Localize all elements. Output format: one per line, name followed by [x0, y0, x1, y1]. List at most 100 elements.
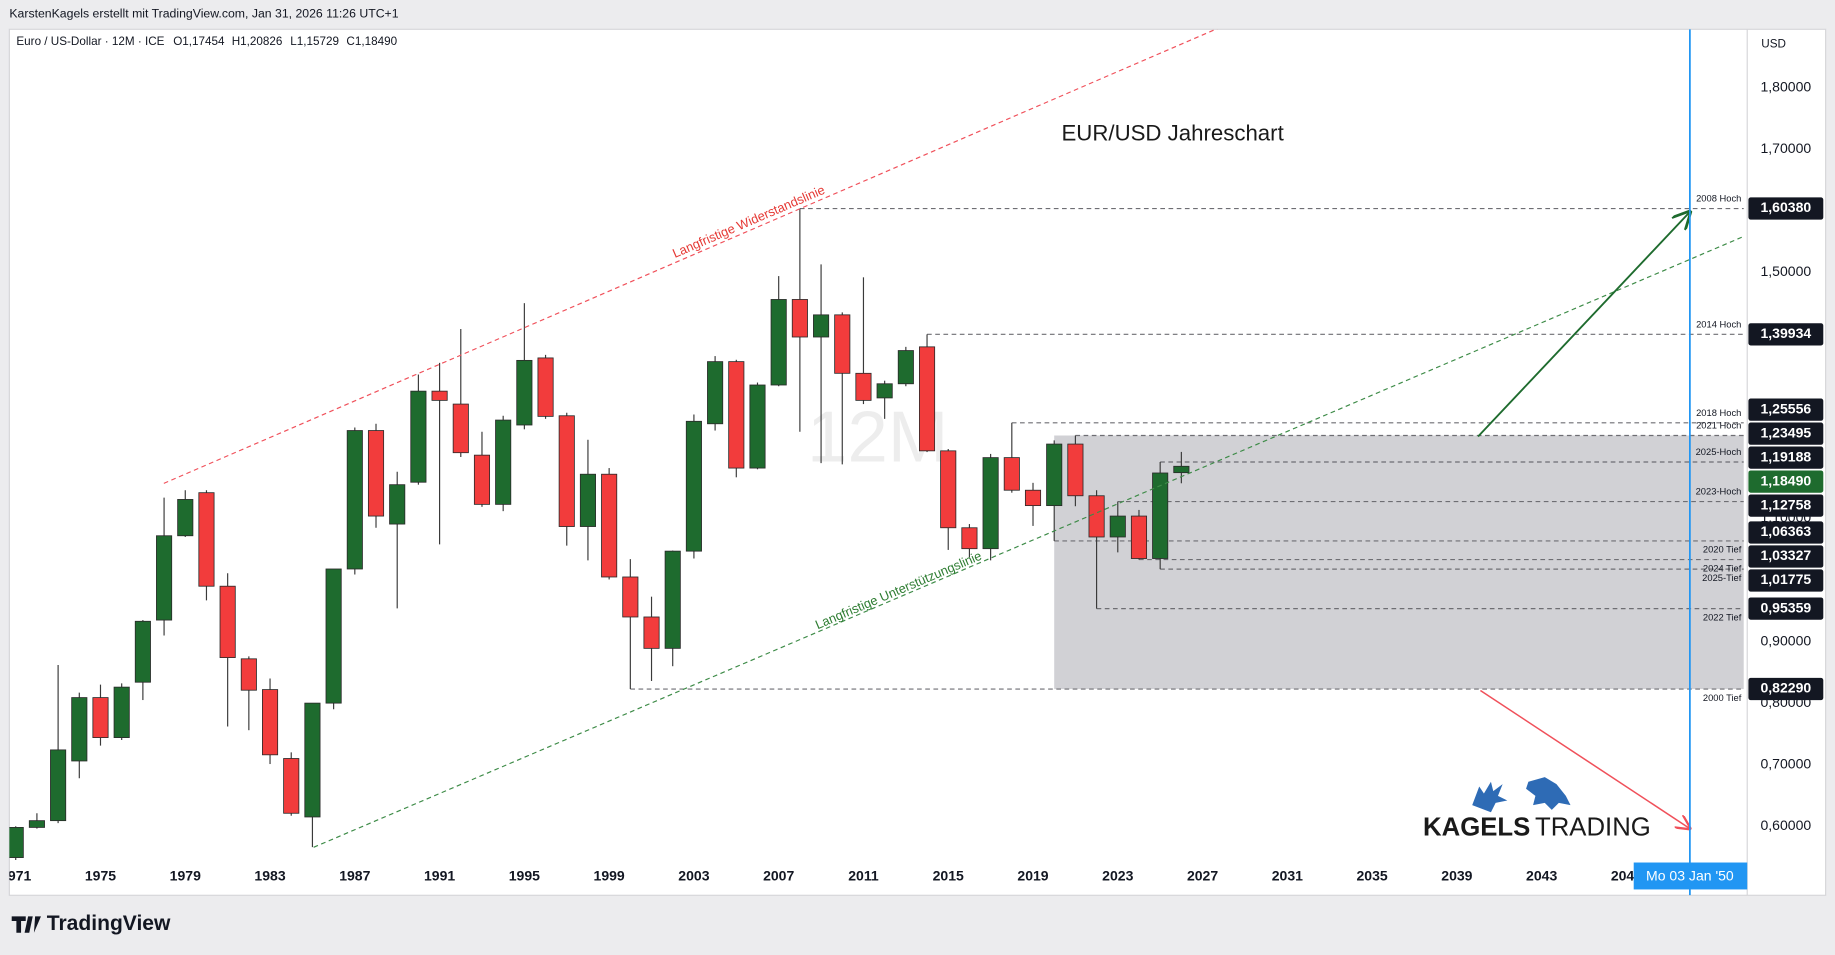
candle-body [177, 499, 194, 537]
candle-body [516, 359, 533, 426]
x-tick-label: 1971 [0, 867, 31, 883]
level-note: 2000 Tief [1703, 693, 1742, 703]
candle-body [685, 420, 702, 552]
x-tick-label: 2023 [1102, 867, 1133, 883]
candle-body [707, 361, 724, 425]
x-tick-label: 2027 [1187, 867, 1218, 883]
x-tick-label: 2015 [933, 867, 964, 883]
candle-body [325, 568, 342, 704]
footer-logo: TradingView [47, 912, 171, 935]
candle-body [367, 430, 385, 517]
candle-body [855, 372, 872, 401]
legend: Euro / US-Dollar · 12M · ICE O1,17454 H1… [16, 35, 397, 48]
candle-body [495, 419, 512, 505]
candle-body [156, 535, 173, 621]
level-note: 2008 Hoch [1696, 194, 1741, 204]
price-label-box [1748, 597, 1824, 620]
down-arrow [1479, 689, 1689, 828]
candle-body [813, 314, 830, 338]
candle-body [346, 430, 363, 570]
price-label: 1,06363 [1760, 523, 1811, 539]
candle-body [770, 299, 787, 386]
price-label: 1,39934 [1760, 325, 1811, 341]
level-note: 2022 Tief [1703, 612, 1742, 622]
candle-body [919, 346, 936, 452]
candle-body [940, 450, 957, 529]
candle-body [240, 658, 257, 691]
candle-body [1046, 443, 1063, 507]
x-tick-label: 1999 [594, 867, 625, 883]
candle-body [1024, 489, 1042, 507]
candle-body [92, 697, 109, 738]
bear-icon [1526, 777, 1571, 810]
support-line [313, 235, 1744, 848]
level-note: 2018 Hoch [1696, 408, 1741, 418]
price-label: 1,01775 [1760, 571, 1811, 587]
candle-body [1088, 495, 1105, 538]
candle-body [664, 550, 681, 649]
price-label-box [1748, 446, 1824, 469]
y-tick-label: 0,70000 [1760, 755, 1811, 771]
level-note: 2025-Hoch [1696, 447, 1742, 457]
candle-body [473, 454, 491, 505]
resistance-line [163, 29, 1218, 484]
legend-symbol: Euro / US-Dollar · 12M · ICE [16, 35, 164, 48]
cursor-date: Mo 03 Jan '50 [1646, 867, 1734, 883]
logo-brand: KAGELS [1423, 813, 1530, 841]
price-label-box [1748, 569, 1824, 592]
price-label: 1,12758 [1760, 496, 1811, 512]
candle-body [304, 702, 321, 818]
candle-body [9, 827, 24, 858]
candle-body [1130, 515, 1148, 559]
x-tick-label: 1987 [339, 867, 370, 883]
currency-label: USD [1761, 38, 1786, 51]
price-label-box [1748, 677, 1824, 701]
x-tick-label: 1975 [85, 867, 116, 883]
candle-body [643, 616, 660, 649]
x-tick-label: 2035 [1356, 867, 1387, 883]
logo-text: KAGELS TRADING [1423, 813, 1651, 841]
candle-body [113, 686, 130, 738]
candle-body [1152, 472, 1169, 559]
x-tick-label: 2039 [1441, 867, 1472, 883]
x-tick-label: 1995 [509, 867, 540, 883]
up-arrow [1477, 212, 1690, 438]
price-label-box [1748, 494, 1824, 517]
logo-suffix: TRADING [1535, 813, 1651, 841]
candle-body [50, 749, 67, 822]
y-tick-label: 0,90000 [1760, 632, 1811, 648]
plot-area [9, 207, 1744, 861]
x-tick-label: 2003 [678, 867, 709, 883]
bull-icon [1472, 781, 1508, 813]
x-tick-label: 2031 [1272, 867, 1303, 883]
x-tick-label: 2011 [848, 867, 879, 883]
x-tick-label: 1991 [424, 867, 455, 883]
level-note: 2021 Hoch [1696, 421, 1741, 431]
level-note: 2024 Tief [1703, 563, 1742, 573]
price-label: 1,60380 [1760, 199, 1811, 215]
cursor-date-box [1633, 862, 1748, 890]
range-zone [1054, 435, 1744, 690]
level-note: 2025-Tief [1702, 573, 1742, 583]
candle-body [961, 527, 978, 550]
price-label-box [1748, 197, 1824, 220]
candle-body [1109, 515, 1126, 538]
candle-body [262, 689, 279, 756]
candle-body [834, 314, 851, 374]
candle-body [791, 299, 808, 338]
chart-title: EUR/USD Jahreschart [1061, 120, 1284, 145]
price-label: 1,25556 [1760, 400, 1811, 416]
x-axis: 1971 1975 1979 1983 1987 1991 1995 1999 2003 2007… [0, 867, 1642, 883]
legend-high: H1,20826 [232, 35, 283, 48]
candle-body [452, 403, 469, 454]
candle-body [876, 383, 893, 399]
y-tick-label: 1,80000 [1760, 79, 1811, 95]
candle-body [410, 390, 427, 483]
price-label-box [1748, 545, 1824, 568]
y-tick-label: 1,70000 [1760, 140, 1811, 156]
legend-low: L1,15729 [290, 35, 339, 48]
candle-body [622, 576, 639, 618]
candle-body [601, 473, 618, 578]
